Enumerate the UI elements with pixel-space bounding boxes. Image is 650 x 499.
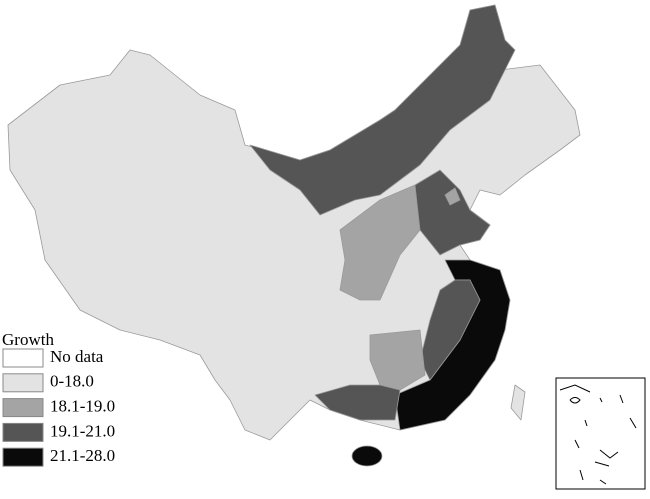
region-inner-mongolia xyxy=(249,4,516,216)
legend-swatch xyxy=(2,398,44,418)
legend-title: Growth xyxy=(2,330,54,349)
region-hainan xyxy=(351,445,383,467)
region-jiangxi-anhui xyxy=(419,279,481,381)
region-hebei-shandong xyxy=(414,169,491,256)
legend: Growth No data 0-18.0 18.1-19.0 19.1-21.0 21… xyxy=(2,330,115,467)
region-guangxi-guizhou xyxy=(314,384,401,421)
legend-swatch xyxy=(2,348,44,368)
legend-swatch xyxy=(2,422,44,442)
legend-swatch xyxy=(2,373,44,393)
legend-label: 21.1-28.0 xyxy=(50,446,115,465)
inset xyxy=(555,377,646,490)
legend-swatch xyxy=(2,447,44,467)
legend-label: 19.1-21.0 xyxy=(50,421,115,440)
regions xyxy=(7,4,581,467)
inset-frame xyxy=(555,377,646,490)
legend-label: No data xyxy=(50,347,104,366)
region-shanxi-shaanxi xyxy=(339,184,421,301)
inset-islands xyxy=(559,384,637,485)
legend-label: 18.1-19.0 xyxy=(50,397,115,416)
legend-label: 0-18.0 xyxy=(50,372,94,391)
region-tianjin xyxy=(444,187,461,206)
region-taiwan xyxy=(510,384,526,421)
